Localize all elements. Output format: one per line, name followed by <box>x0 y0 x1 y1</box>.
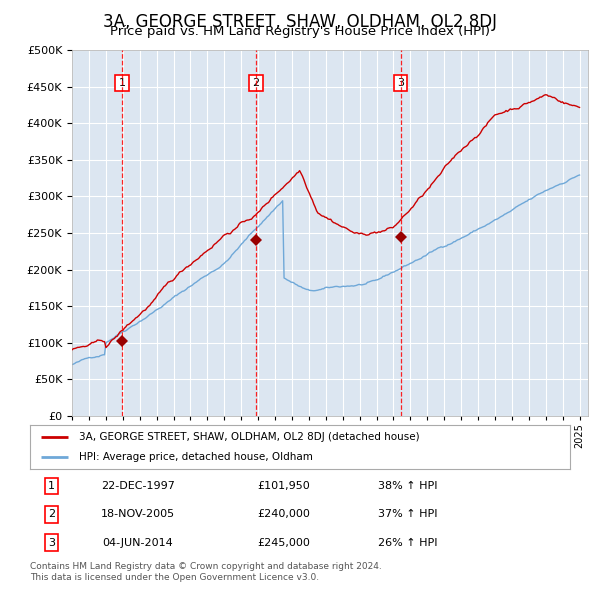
Text: Price paid vs. HM Land Registry's House Price Index (HPI): Price paid vs. HM Land Registry's House … <box>110 25 490 38</box>
Text: 2: 2 <box>253 78 260 88</box>
Text: £101,950: £101,950 <box>257 481 310 491</box>
Text: 3: 3 <box>397 78 404 88</box>
Text: HPI: Average price, detached house, Oldham: HPI: Average price, detached house, Oldh… <box>79 452 313 462</box>
Text: 38% ↑ HPI: 38% ↑ HPI <box>378 481 438 491</box>
Text: 37% ↑ HPI: 37% ↑ HPI <box>378 510 438 519</box>
Text: £240,000: £240,000 <box>257 510 310 519</box>
Text: 3A, GEORGE STREET, SHAW, OLDHAM, OL2 8DJ (detached house): 3A, GEORGE STREET, SHAW, OLDHAM, OL2 8DJ… <box>79 432 419 442</box>
Text: 26% ↑ HPI: 26% ↑ HPI <box>378 538 438 548</box>
Text: £245,000: £245,000 <box>257 538 310 548</box>
Text: 2: 2 <box>48 510 55 519</box>
Text: 22-DEC-1997: 22-DEC-1997 <box>101 481 175 491</box>
Text: 04-JUN-2014: 04-JUN-2014 <box>103 538 173 548</box>
Text: 18-NOV-2005: 18-NOV-2005 <box>101 510 175 519</box>
Text: This data is licensed under the Open Government Licence v3.0.: This data is licensed under the Open Gov… <box>30 573 319 582</box>
Text: 3: 3 <box>48 538 55 548</box>
Text: Contains HM Land Registry data © Crown copyright and database right 2024.: Contains HM Land Registry data © Crown c… <box>30 562 382 571</box>
Text: 1: 1 <box>48 481 55 491</box>
Text: 3A, GEORGE STREET, SHAW, OLDHAM, OL2 8DJ: 3A, GEORGE STREET, SHAW, OLDHAM, OL2 8DJ <box>103 13 497 31</box>
Text: 1: 1 <box>119 78 126 88</box>
